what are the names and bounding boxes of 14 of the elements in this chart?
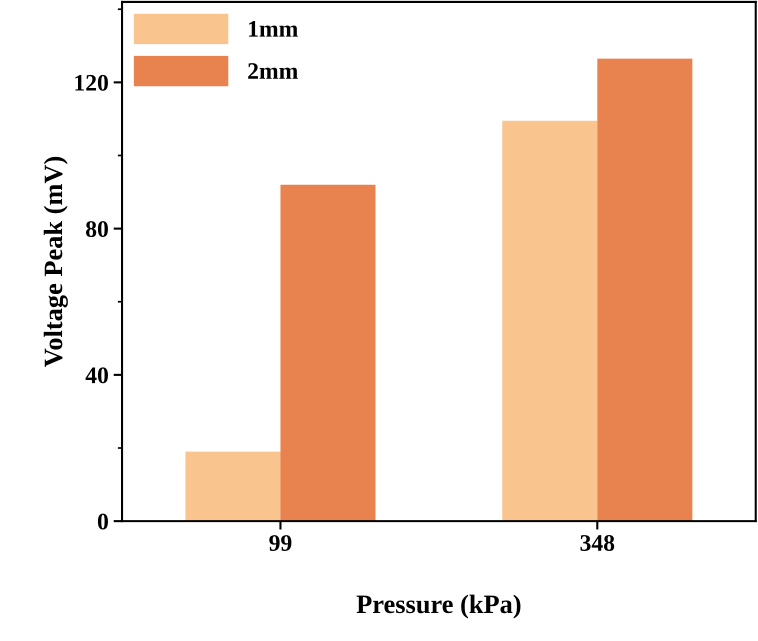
legend-label: 2mm	[248, 63, 298, 79]
y-tick-label: 120	[75, 74, 108, 91]
bar	[185, 452, 280, 522]
x-axis-title: Pressure (kPa)	[356, 594, 520, 619]
y-tick-label: 80	[86, 221, 108, 238]
y-tick-label: 40	[86, 367, 108, 384]
y-axis-title: Voltage Peak (mV)	[44, 156, 68, 368]
legend-label: 1mm	[249, 21, 298, 37]
bar	[597, 58, 692, 522]
bar	[502, 120, 598, 522]
x-tick-label: 348	[580, 535, 614, 551]
x-tick-label: 99	[269, 535, 292, 551]
y-tick-label: 0	[98, 514, 108, 530]
bar	[280, 184, 376, 522]
